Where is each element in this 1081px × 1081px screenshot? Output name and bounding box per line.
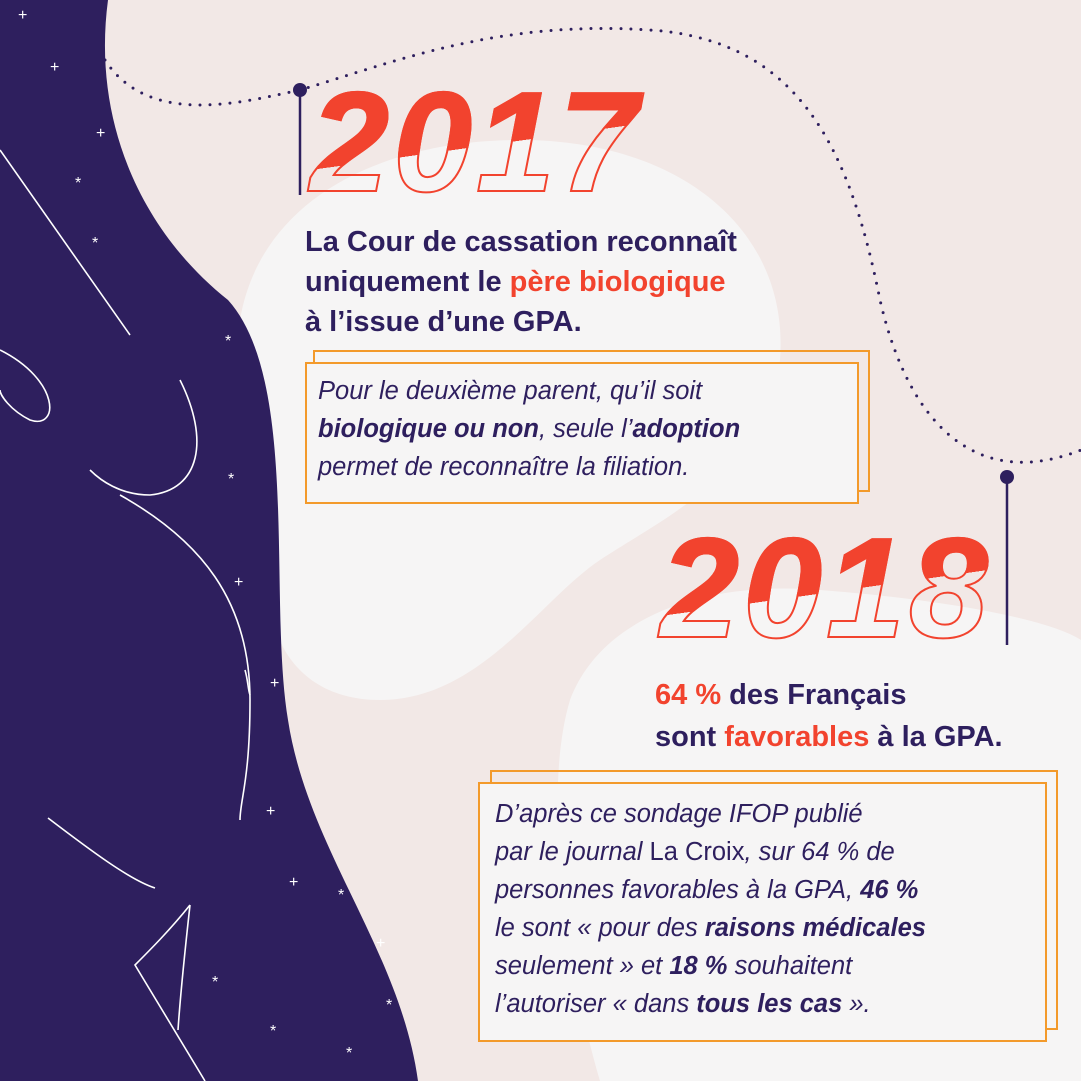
- heading-line: à l’issue d’une GPA.: [305, 306, 582, 338]
- star-icon: +: [50, 59, 60, 76]
- timeline-dotted-path: [103, 26, 1081, 464]
- heading-2017: La Cour de cassation reconnaît uniquemen…: [305, 222, 737, 342]
- star-icon: +: [376, 935, 386, 952]
- star-icon: +: [266, 803, 276, 820]
- bold-text: raisons médicales: [704, 914, 926, 942]
- note-box-2017: [305, 362, 859, 504]
- bold-text: biologique ou non: [318, 415, 539, 443]
- bold-text: 46 %: [860, 876, 919, 904]
- heading-2018: 64 % des Français sont favorables à la G…: [655, 674, 1003, 758]
- star-icon: *: [386, 997, 393, 1014]
- text: des Français: [721, 679, 907, 711]
- text: , seule l’: [538, 415, 633, 443]
- note-line: biologique ou non, seule l’adoption: [318, 410, 740, 448]
- note-text-2017: Pour le deuxième parent, qu’il soit biol…: [318, 372, 740, 486]
- text: souhaitent: [727, 952, 853, 980]
- text: uniquement le: [305, 266, 510, 298]
- note-line: le sont « pour des raisons médicales: [495, 909, 926, 947]
- text: l’autoriser « dans: [495, 990, 697, 1018]
- bold-text: tous les cas: [696, 990, 843, 1018]
- note-box-2018: [478, 782, 1047, 1042]
- newspaper-name: La Croix: [649, 838, 745, 866]
- heading-line: uniquement le père biologique: [305, 262, 737, 302]
- highlight-text: père biologique: [509, 266, 726, 298]
- note-text-2018: D’après ce sondage IFOP publié par le jo…: [495, 795, 926, 1023]
- star-icon: +: [270, 675, 280, 692]
- star-icon: +: [234, 574, 244, 591]
- note-line: seulement » et 18 % souhaitent: [495, 947, 926, 985]
- highlight-text: favorables: [724, 721, 870, 753]
- year-2018: 2018: [659, 509, 992, 668]
- text: par le journal: [495, 838, 650, 866]
- star-icon: *: [75, 175, 82, 192]
- star-icon: *: [270, 1023, 277, 1040]
- star-icon: *: [338, 887, 345, 904]
- note-line: permet de reconnaître la filiation.: [318, 453, 690, 481]
- heading-line: sont favorables à la GPA.: [655, 716, 1003, 758]
- note-line: personnes favorables à la GPA, 46 %: [495, 871, 926, 909]
- text: sont: [655, 721, 725, 753]
- star-icon: *: [225, 333, 232, 350]
- text: ».: [842, 990, 871, 1018]
- text: , sur 64 % de: [744, 838, 895, 866]
- star-icon: +: [18, 7, 28, 24]
- navy-silhouette: [0, 0, 418, 1081]
- star-icon: *: [228, 471, 235, 488]
- text: à la GPA.: [869, 721, 1003, 753]
- text: personnes favorables à la GPA,: [495, 876, 861, 904]
- highlight-text: 64 %: [655, 679, 722, 711]
- star-icon: *: [346, 1045, 353, 1062]
- note-line: l’autoriser « dans tous les cas ».: [495, 985, 926, 1023]
- star-icon: *: [92, 235, 99, 252]
- star-icon: +: [289, 874, 299, 891]
- timeline-pin-2018: [1000, 470, 1014, 645]
- text: le sont « pour des: [495, 914, 705, 942]
- body-line-drawing: [0, 149, 251, 1081]
- heading-line: 64 % des Français: [655, 674, 1003, 716]
- heading-line: La Cour de cassation reconnaît: [305, 226, 737, 258]
- bold-text: 18 %: [669, 952, 728, 980]
- note-line: par le journal La Croix, sur 64 % de: [495, 833, 926, 871]
- note-line: Pour le deuxième parent, qu’il soit: [318, 377, 703, 405]
- star-icon: +: [96, 125, 106, 142]
- note-line: D’après ce sondage IFOP publié: [495, 800, 863, 828]
- text: seulement » et: [495, 952, 670, 980]
- timeline-pin-2017: [293, 83, 307, 195]
- year-2017: 2017: [309, 63, 642, 222]
- star-icon: *: [212, 974, 219, 991]
- bold-text: adoption: [632, 415, 741, 443]
